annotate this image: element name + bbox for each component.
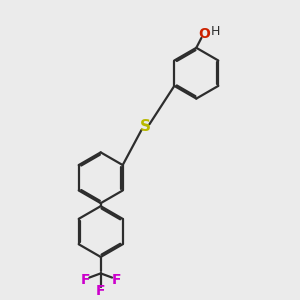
Text: F: F bbox=[112, 273, 121, 287]
Text: S: S bbox=[140, 119, 151, 134]
Text: F: F bbox=[96, 284, 106, 298]
Text: O: O bbox=[198, 27, 210, 41]
Text: F: F bbox=[80, 273, 90, 287]
Text: H: H bbox=[210, 25, 220, 38]
